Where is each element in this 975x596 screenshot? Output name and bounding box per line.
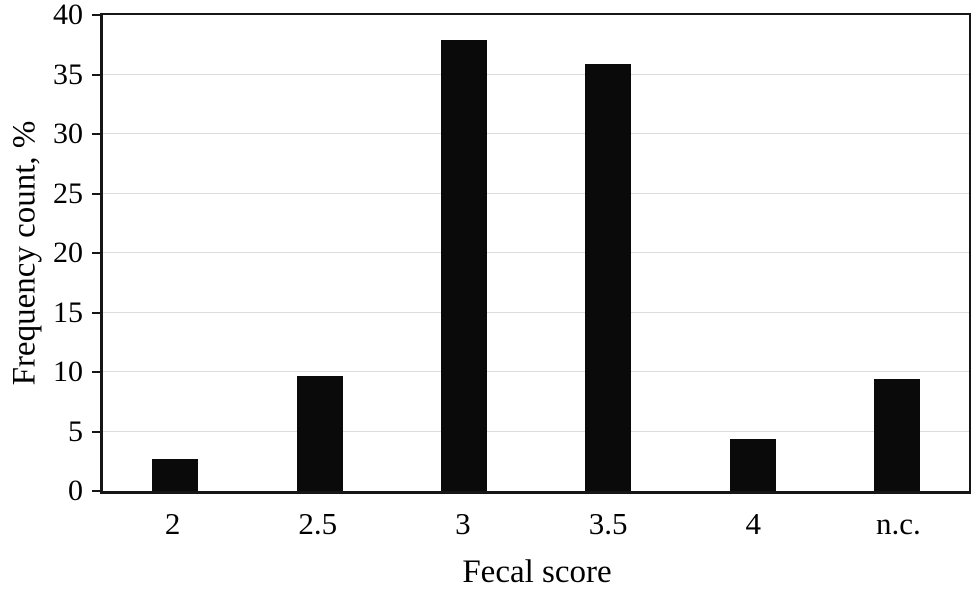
x-category-label: 3 bbox=[455, 506, 471, 541]
x-axis-title: Fecal score bbox=[462, 554, 612, 590]
bar-3 bbox=[440, 40, 487, 491]
gridline bbox=[103, 430, 969, 432]
bar-n.c. bbox=[873, 379, 920, 491]
plot-area bbox=[100, 13, 971, 494]
gridline bbox=[103, 192, 969, 194]
y-tick-mark bbox=[92, 430, 100, 433]
y-tick-mark bbox=[92, 252, 100, 254]
y-tick-mark bbox=[92, 192, 100, 195]
gridline bbox=[103, 73, 969, 75]
y-tick-label: 35 bbox=[53, 57, 83, 91]
x-category-label: 2.5 bbox=[298, 506, 338, 541]
y-tick-label: 15 bbox=[53, 295, 83, 329]
y-tick-label: 20 bbox=[53, 236, 83, 269]
x-category-label: n.c. bbox=[876, 506, 921, 541]
y-tick-label: 25 bbox=[53, 176, 83, 210]
bar-3.5 bbox=[585, 63, 632, 491]
y-axis: 0 5 10 15 20 25 30 35 40 bbox=[0, 0, 100, 506]
y-tick-label: 40 bbox=[53, 0, 83, 31]
bar-2 bbox=[152, 458, 199, 491]
y-tick-label: 0 bbox=[68, 474, 83, 507]
bar-4 bbox=[729, 438, 776, 491]
gridline bbox=[103, 371, 969, 372]
y-tick-mark bbox=[92, 73, 100, 76]
y-tick-label: 30 bbox=[53, 117, 83, 150]
y-tick-mark bbox=[92, 490, 100, 492]
bar-2.5 bbox=[296, 375, 343, 491]
x-category-label: 4 bbox=[745, 506, 762, 541]
y-tick-mark bbox=[92, 311, 100, 314]
gridline bbox=[103, 311, 969, 313]
x-category-label: 2 bbox=[164, 506, 181, 541]
x-axis: 2 2.5 3 3.5 4 n.c. bbox=[100, 508, 971, 552]
y-tick-mark bbox=[92, 133, 100, 135]
gridline bbox=[103, 252, 969, 253]
y-tick-label: 5 bbox=[68, 414, 83, 448]
x-category-label: 3.5 bbox=[588, 506, 628, 541]
y-tick-mark bbox=[92, 14, 100, 16]
y-tick-mark bbox=[92, 371, 100, 373]
y-tick-label: 10 bbox=[53, 355, 83, 388]
gridline bbox=[103, 133, 969, 134]
